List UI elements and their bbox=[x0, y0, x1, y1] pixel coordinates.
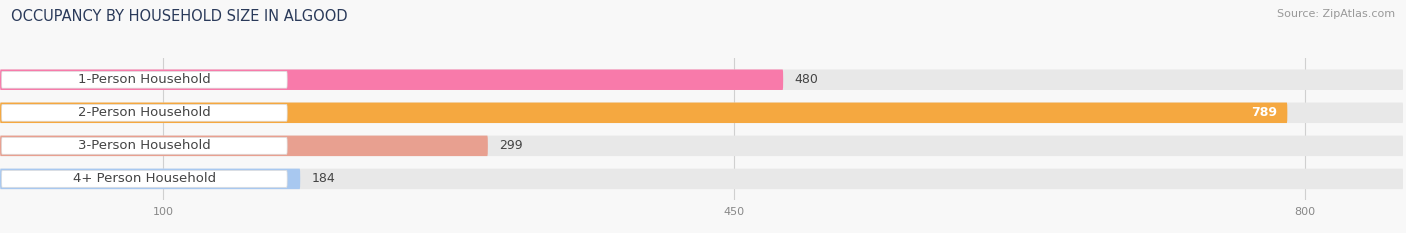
FancyBboxPatch shape bbox=[0, 136, 1403, 156]
FancyBboxPatch shape bbox=[0, 103, 1403, 123]
FancyBboxPatch shape bbox=[1, 104, 287, 121]
Text: 4+ Person Household: 4+ Person Household bbox=[73, 172, 217, 185]
FancyBboxPatch shape bbox=[1, 171, 287, 187]
FancyBboxPatch shape bbox=[0, 136, 488, 156]
Text: 184: 184 bbox=[312, 172, 336, 185]
Text: 480: 480 bbox=[794, 73, 818, 86]
FancyBboxPatch shape bbox=[0, 103, 1288, 123]
FancyBboxPatch shape bbox=[0, 169, 301, 189]
Text: 299: 299 bbox=[499, 139, 523, 152]
Text: 789: 789 bbox=[1251, 106, 1278, 119]
FancyBboxPatch shape bbox=[0, 169, 1403, 189]
Text: OCCUPANCY BY HOUSEHOLD SIZE IN ALGOOD: OCCUPANCY BY HOUSEHOLD SIZE IN ALGOOD bbox=[11, 9, 347, 24]
Text: Source: ZipAtlas.com: Source: ZipAtlas.com bbox=[1277, 9, 1395, 19]
FancyBboxPatch shape bbox=[0, 69, 783, 90]
FancyBboxPatch shape bbox=[1, 137, 287, 154]
Text: 3-Person Household: 3-Person Household bbox=[77, 139, 211, 152]
Text: 1-Person Household: 1-Person Household bbox=[77, 73, 211, 86]
FancyBboxPatch shape bbox=[0, 69, 1403, 90]
Text: 2-Person Household: 2-Person Household bbox=[77, 106, 211, 119]
FancyBboxPatch shape bbox=[1, 71, 287, 88]
